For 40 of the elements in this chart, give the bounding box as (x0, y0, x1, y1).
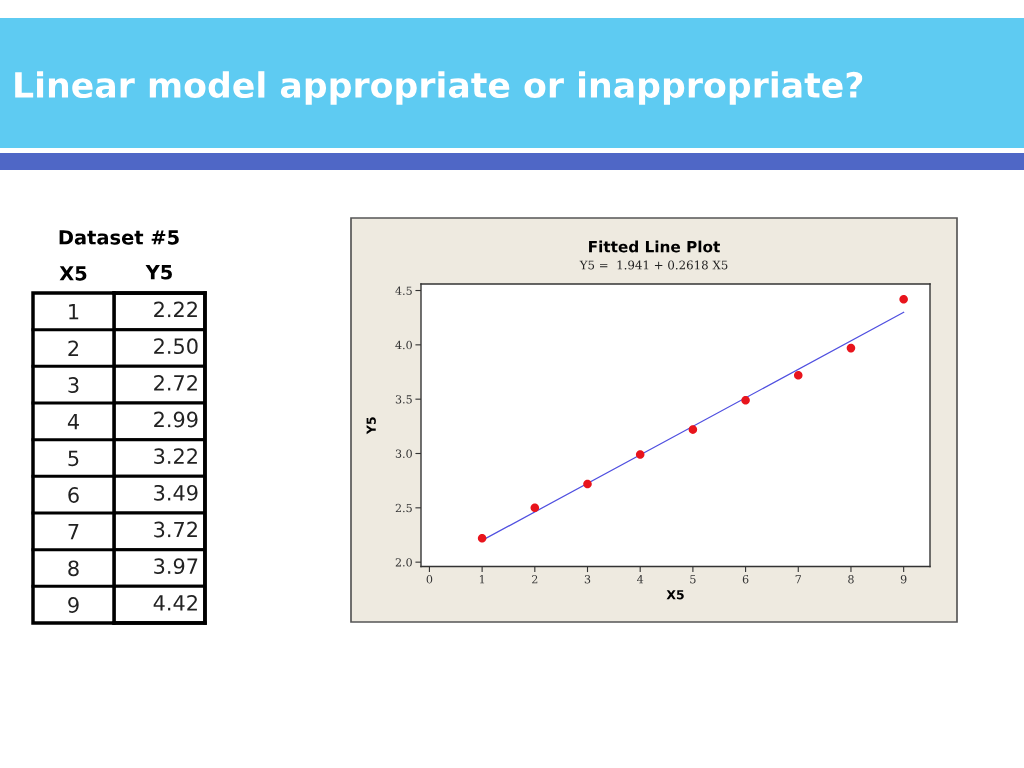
y-tick-label: 2.5 (395, 503, 412, 513)
text: Y5 = 1.941 + 0.2618 X5 (579, 260, 728, 270)
x-tick-label: 8 (848, 575, 854, 584)
x-tick-label: 4 (637, 575, 644, 584)
y-tick-label: 9 (68, 597, 79, 613)
y-tick-label: 6 (68, 487, 79, 503)
y-tick-label: 5 (68, 450, 79, 467)
y-tick-label: 3.5 (395, 395, 412, 404)
y-tick-label: 7 (68, 524, 79, 540)
y-tick-label: 4 (67, 414, 79, 430)
data-label: 4.42 (153, 594, 197, 611)
x-tick-label: 3 (584, 575, 591, 584)
chart-subtitle: Fitted Line Plot (589, 240, 720, 253)
x-tick-label: 9 (900, 575, 907, 584)
y-tick-label: 4.0 (395, 340, 412, 350)
y-axis-title: X5 (59, 266, 87, 281)
y-tick-label: 3 (68, 377, 79, 393)
y-tick-label: 4.5 (395, 286, 412, 295)
chart-title: Dataset #5 (59, 230, 179, 245)
y-tick-label: 2 (68, 340, 79, 356)
x-tick-label: 0 (426, 575, 433, 584)
data-label: 3.49 (154, 484, 198, 501)
data-label: 3.97 (154, 558, 198, 575)
y-tick-label: 1 (69, 304, 79, 320)
x-tick-label: 5 (690, 575, 696, 584)
data-label: 3.22 (154, 448, 197, 465)
x-tick-label: 7 (795, 575, 801, 584)
data-label: 2.22 (154, 301, 197, 318)
x-axis-title: X5 (666, 590, 684, 600)
x-tick-label: 1 (479, 575, 485, 584)
data-label: 2.72 (154, 374, 197, 391)
data-label: 3.72 (154, 521, 197, 538)
chart-title: Linear model appropriate or inappropriate? (15, 71, 863, 105)
x-tick-label: 2 (532, 575, 538, 584)
y-axis-title: Y5 (366, 417, 376, 435)
y-tick-label: 2.0 (395, 558, 412, 567)
data-label: 2.99 (154, 411, 198, 428)
x-tick-label: 6 (742, 575, 749, 584)
data-label: 2.50 (154, 338, 198, 355)
y-tick-label: 3.0 (395, 449, 412, 458)
